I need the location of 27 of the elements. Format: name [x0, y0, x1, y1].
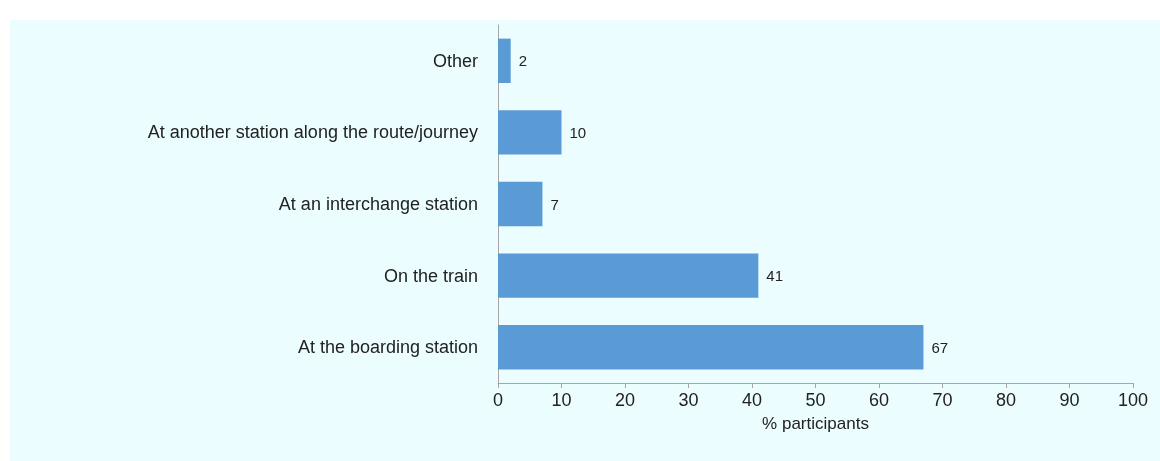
data-label: 7	[550, 195, 559, 213]
data-label: 67	[931, 338, 949, 356]
y-tick-label: Other	[432, 50, 478, 71]
y-tick-label: At another station along the route/journey	[147, 122, 478, 143]
y-tick-label: At the boarding station	[297, 337, 478, 358]
y-tick-label: At an interchange station	[278, 194, 478, 214]
bar	[498, 253, 759, 298]
x-tick-label: 30	[678, 390, 699, 410]
x-tick-label: 50	[805, 390, 826, 410]
bar	[498, 181, 543, 227]
bar	[498, 325, 924, 370]
y-tick-label: On the train	[383, 265, 478, 286]
x-tick-label: 10	[551, 390, 572, 410]
x-tick-label: 90	[1059, 390, 1080, 410]
data-label: 2	[518, 52, 528, 70]
bar	[498, 38, 511, 83]
x-tick-label: 40	[741, 390, 763, 410]
bar	[498, 110, 562, 155]
x-tick-label: 60	[868, 390, 890, 410]
x-tick-label: 0	[492, 390, 504, 410]
x-tick-label: 20	[614, 390, 636, 410]
x-tick-label: 70	[932, 390, 953, 410]
x-tick-label: 80	[995, 390, 1017, 410]
x-tick-label: 100	[1117, 390, 1149, 410]
data-label: 41	[766, 267, 784, 285]
x-axis-title: % participants	[762, 414, 869, 433]
data-label: 10	[569, 123, 587, 141]
